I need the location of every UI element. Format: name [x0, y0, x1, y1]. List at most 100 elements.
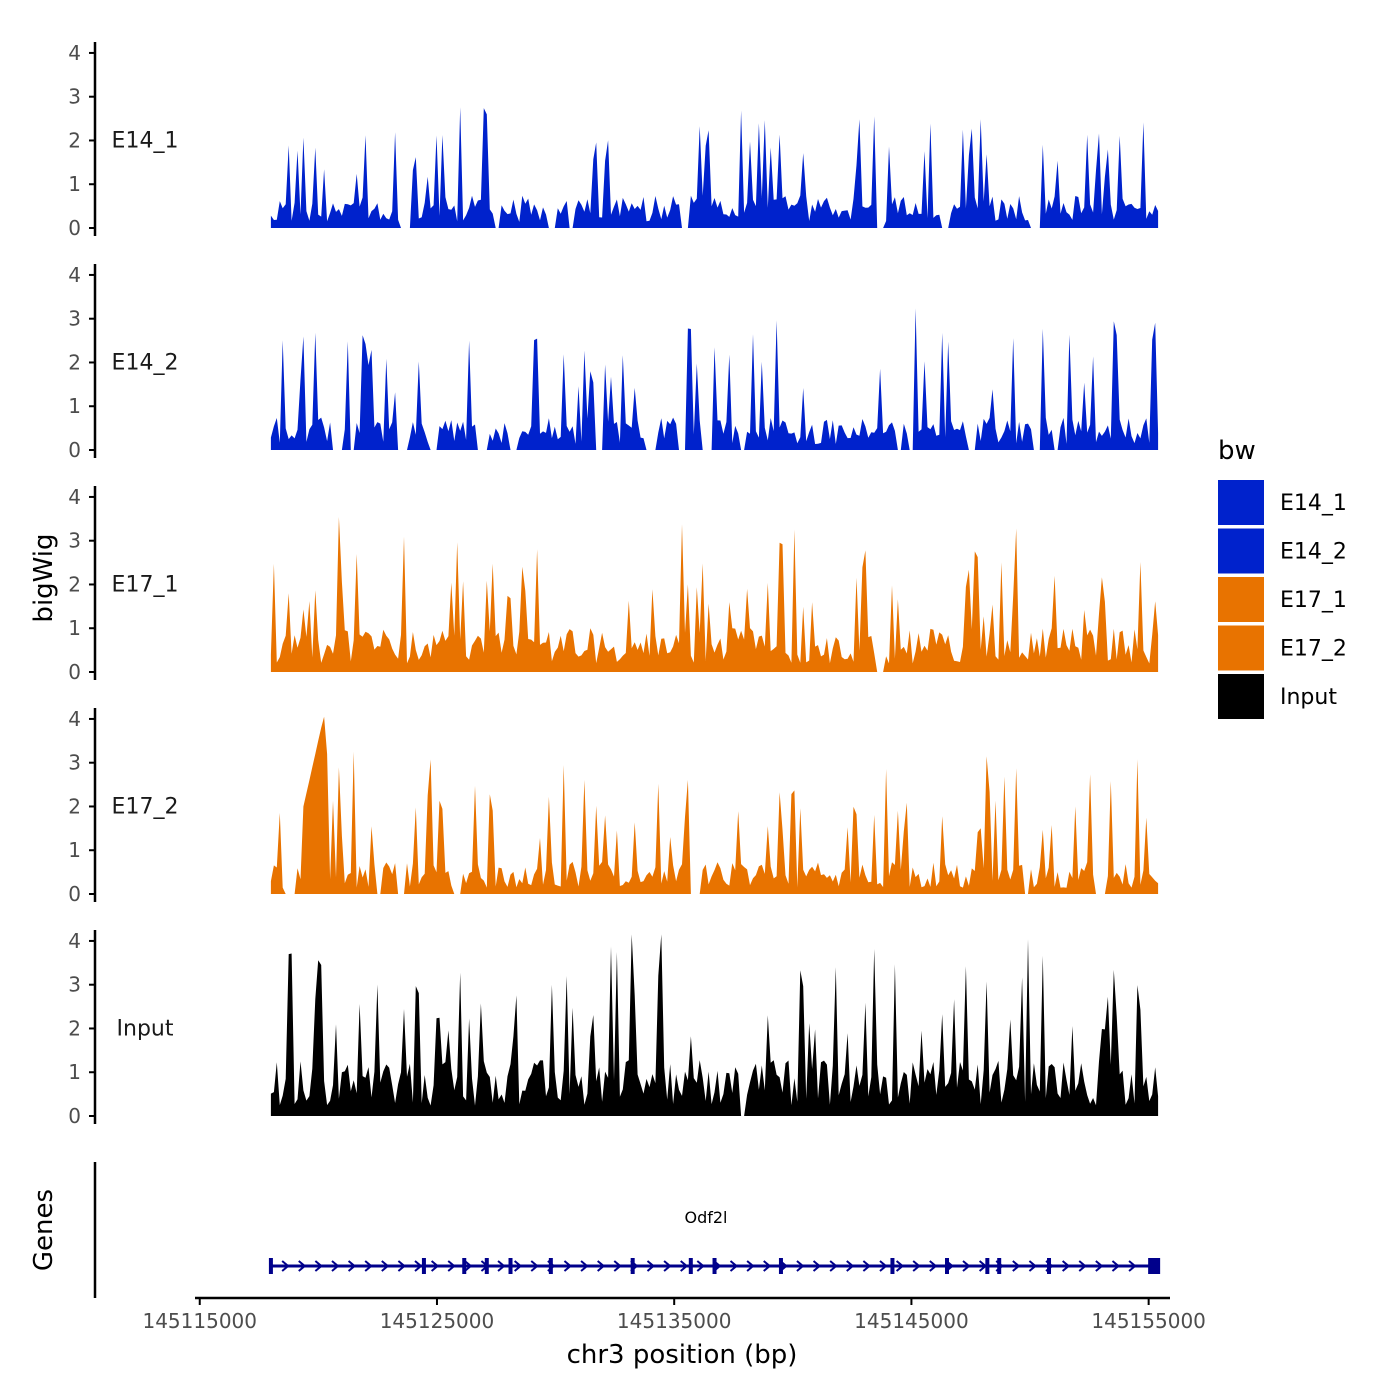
- legend-entry-label: E14_2: [1280, 540, 1347, 565]
- strand-arrow: [364, 1260, 373, 1272]
- strand-arrow: [729, 1260, 739, 1272]
- strand-arrow: [414, 1260, 423, 1272]
- signal-area: [270, 934, 1159, 1116]
- strand-arrow: [1095, 1260, 1104, 1272]
- legend-entry-label: E14_1: [1280, 491, 1347, 516]
- strand-arrow: [862, 1260, 871, 1272]
- signal-area: [270, 517, 1159, 672]
- y-tick-label: 1: [68, 1060, 81, 1084]
- legend-key: [1218, 528, 1264, 574]
- gene-exon: [630, 1258, 635, 1274]
- y-tick-label: 2: [68, 572, 81, 596]
- strand-arrow: [829, 1260, 838, 1272]
- strand-arrow: [763, 1260, 772, 1272]
- y-tick-label: 0: [68, 1104, 81, 1128]
- strand-arrow: [281, 1260, 290, 1272]
- y-tick-label: 4: [68, 263, 81, 287]
- gene-exon: [997, 1258, 1002, 1274]
- y-tick-label: 2: [68, 128, 81, 152]
- strand-arrow: [331, 1260, 340, 1272]
- y-tick-label: 1: [68, 838, 81, 862]
- gene-exon: [890, 1258, 895, 1274]
- y-tick-label: 4: [68, 41, 81, 65]
- y-tick-label: 4: [68, 929, 81, 953]
- x-tick-label: 145135000: [617, 1309, 732, 1333]
- strand-arrow: [430, 1260, 440, 1272]
- strand-arrow: [580, 1260, 589, 1272]
- track-label: E14_1: [112, 128, 179, 153]
- gene-exon: [548, 1258, 553, 1274]
- strand-arrow: [929, 1260, 938, 1272]
- gene-exon: [1148, 1258, 1161, 1274]
- strand-arrow: [746, 1260, 755, 1272]
- x-axis-label: chr3 position (bp): [567, 1340, 798, 1370]
- y-tick-label: 1: [68, 616, 81, 640]
- strand-arrow: [912, 1260, 921, 1272]
- y-tick-label: 3: [68, 751, 81, 775]
- strand-arrow: [696, 1260, 705, 1272]
- strand-arrow: [314, 1260, 323, 1272]
- strand-arrow: [846, 1260, 855, 1272]
- strand-arrow: [530, 1260, 539, 1272]
- x-tick-label: 145115000: [142, 1309, 257, 1333]
- y-tick-label: 3: [68, 529, 81, 553]
- y-tick-label: 2: [68, 1016, 81, 1040]
- y-tick-label: 3: [68, 85, 81, 109]
- gene-exon: [421, 1258, 426, 1274]
- track-e14_1: 0 1 2 3 4 E14_1: [68, 41, 1159, 240]
- x-tick-label: 145145000: [854, 1309, 969, 1333]
- gene-exon: [462, 1258, 467, 1274]
- legend-key: [1218, 577, 1264, 622]
- track-e14_2: 0 1 2 3 4 E14_2: [68, 263, 1159, 462]
- y-tick-label: 2: [68, 350, 81, 374]
- legend-key: [1218, 625, 1264, 671]
- track-e17_1: 0 1 2 3 4 E17_1: [68, 485, 1159, 684]
- track-input: 0 1 2 3 4 Input: [68, 929, 1159, 1128]
- signal-area: [270, 308, 1159, 450]
- strand-arrow: [895, 1260, 905, 1272]
- gene-exon: [778, 1258, 783, 1274]
- legend-title: bw: [1218, 436, 1256, 466]
- y-tick-label: 1: [68, 394, 81, 418]
- strand-arrow: [347, 1260, 357, 1272]
- strand-arrow: [962, 1260, 971, 1272]
- strand-arrow: [381, 1260, 390, 1272]
- strand-arrow: [796, 1260, 805, 1272]
- track-label: E17_2: [112, 794, 179, 819]
- gene-exon: [985, 1258, 990, 1274]
- signal-area: [270, 716, 1159, 894]
- y-tick-label: 0: [68, 882, 81, 906]
- gene-exon: [508, 1258, 513, 1274]
- strand-arrow: [298, 1260, 307, 1272]
- gene-exon: [688, 1258, 693, 1274]
- track-label: Input: [117, 1016, 174, 1041]
- strand-arrow: [397, 1260, 406, 1272]
- strand-arrow: [663, 1260, 672, 1272]
- legend-key: [1218, 480, 1264, 525]
- y-axis-label: bigWig: [29, 533, 59, 622]
- gene-exon: [1047, 1258, 1052, 1274]
- strand-arrow: [497, 1260, 506, 1272]
- x-tick-label: 145155000: [1091, 1309, 1206, 1333]
- track-e17_2: 0 1 2 3 4 E17_2: [68, 707, 1159, 906]
- y-tick-label: 0: [68, 216, 81, 240]
- gene-name-label: Odf2l: [684, 1208, 727, 1227]
- strand-arrow: [1028, 1260, 1037, 1272]
- genes-track: Genes Odf2l: [29, 1162, 1161, 1298]
- legend-entry-label: E17_1: [1280, 588, 1347, 613]
- legend-entry-label: Input: [1280, 685, 1337, 710]
- strand-arrow: [597, 1260, 606, 1272]
- y-tick-label: 4: [68, 485, 81, 509]
- legend: bw E14_1 E14_2 E17_1 E17_2 Input: [1218, 436, 1347, 719]
- strand-arrow: [513, 1260, 523, 1272]
- track-label: E14_2: [112, 350, 179, 375]
- strand-arrow: [1012, 1260, 1021, 1272]
- strand-arrow: [1128, 1260, 1137, 1272]
- strand-arrow: [464, 1260, 473, 1272]
- legend-key: [1218, 674, 1264, 719]
- legend-entry-label: E17_2: [1280, 637, 1347, 662]
- strand-arrow: [1111, 1260, 1121, 1272]
- gene-exon: [945, 1258, 950, 1274]
- genes-track-label: Genes: [29, 1189, 59, 1271]
